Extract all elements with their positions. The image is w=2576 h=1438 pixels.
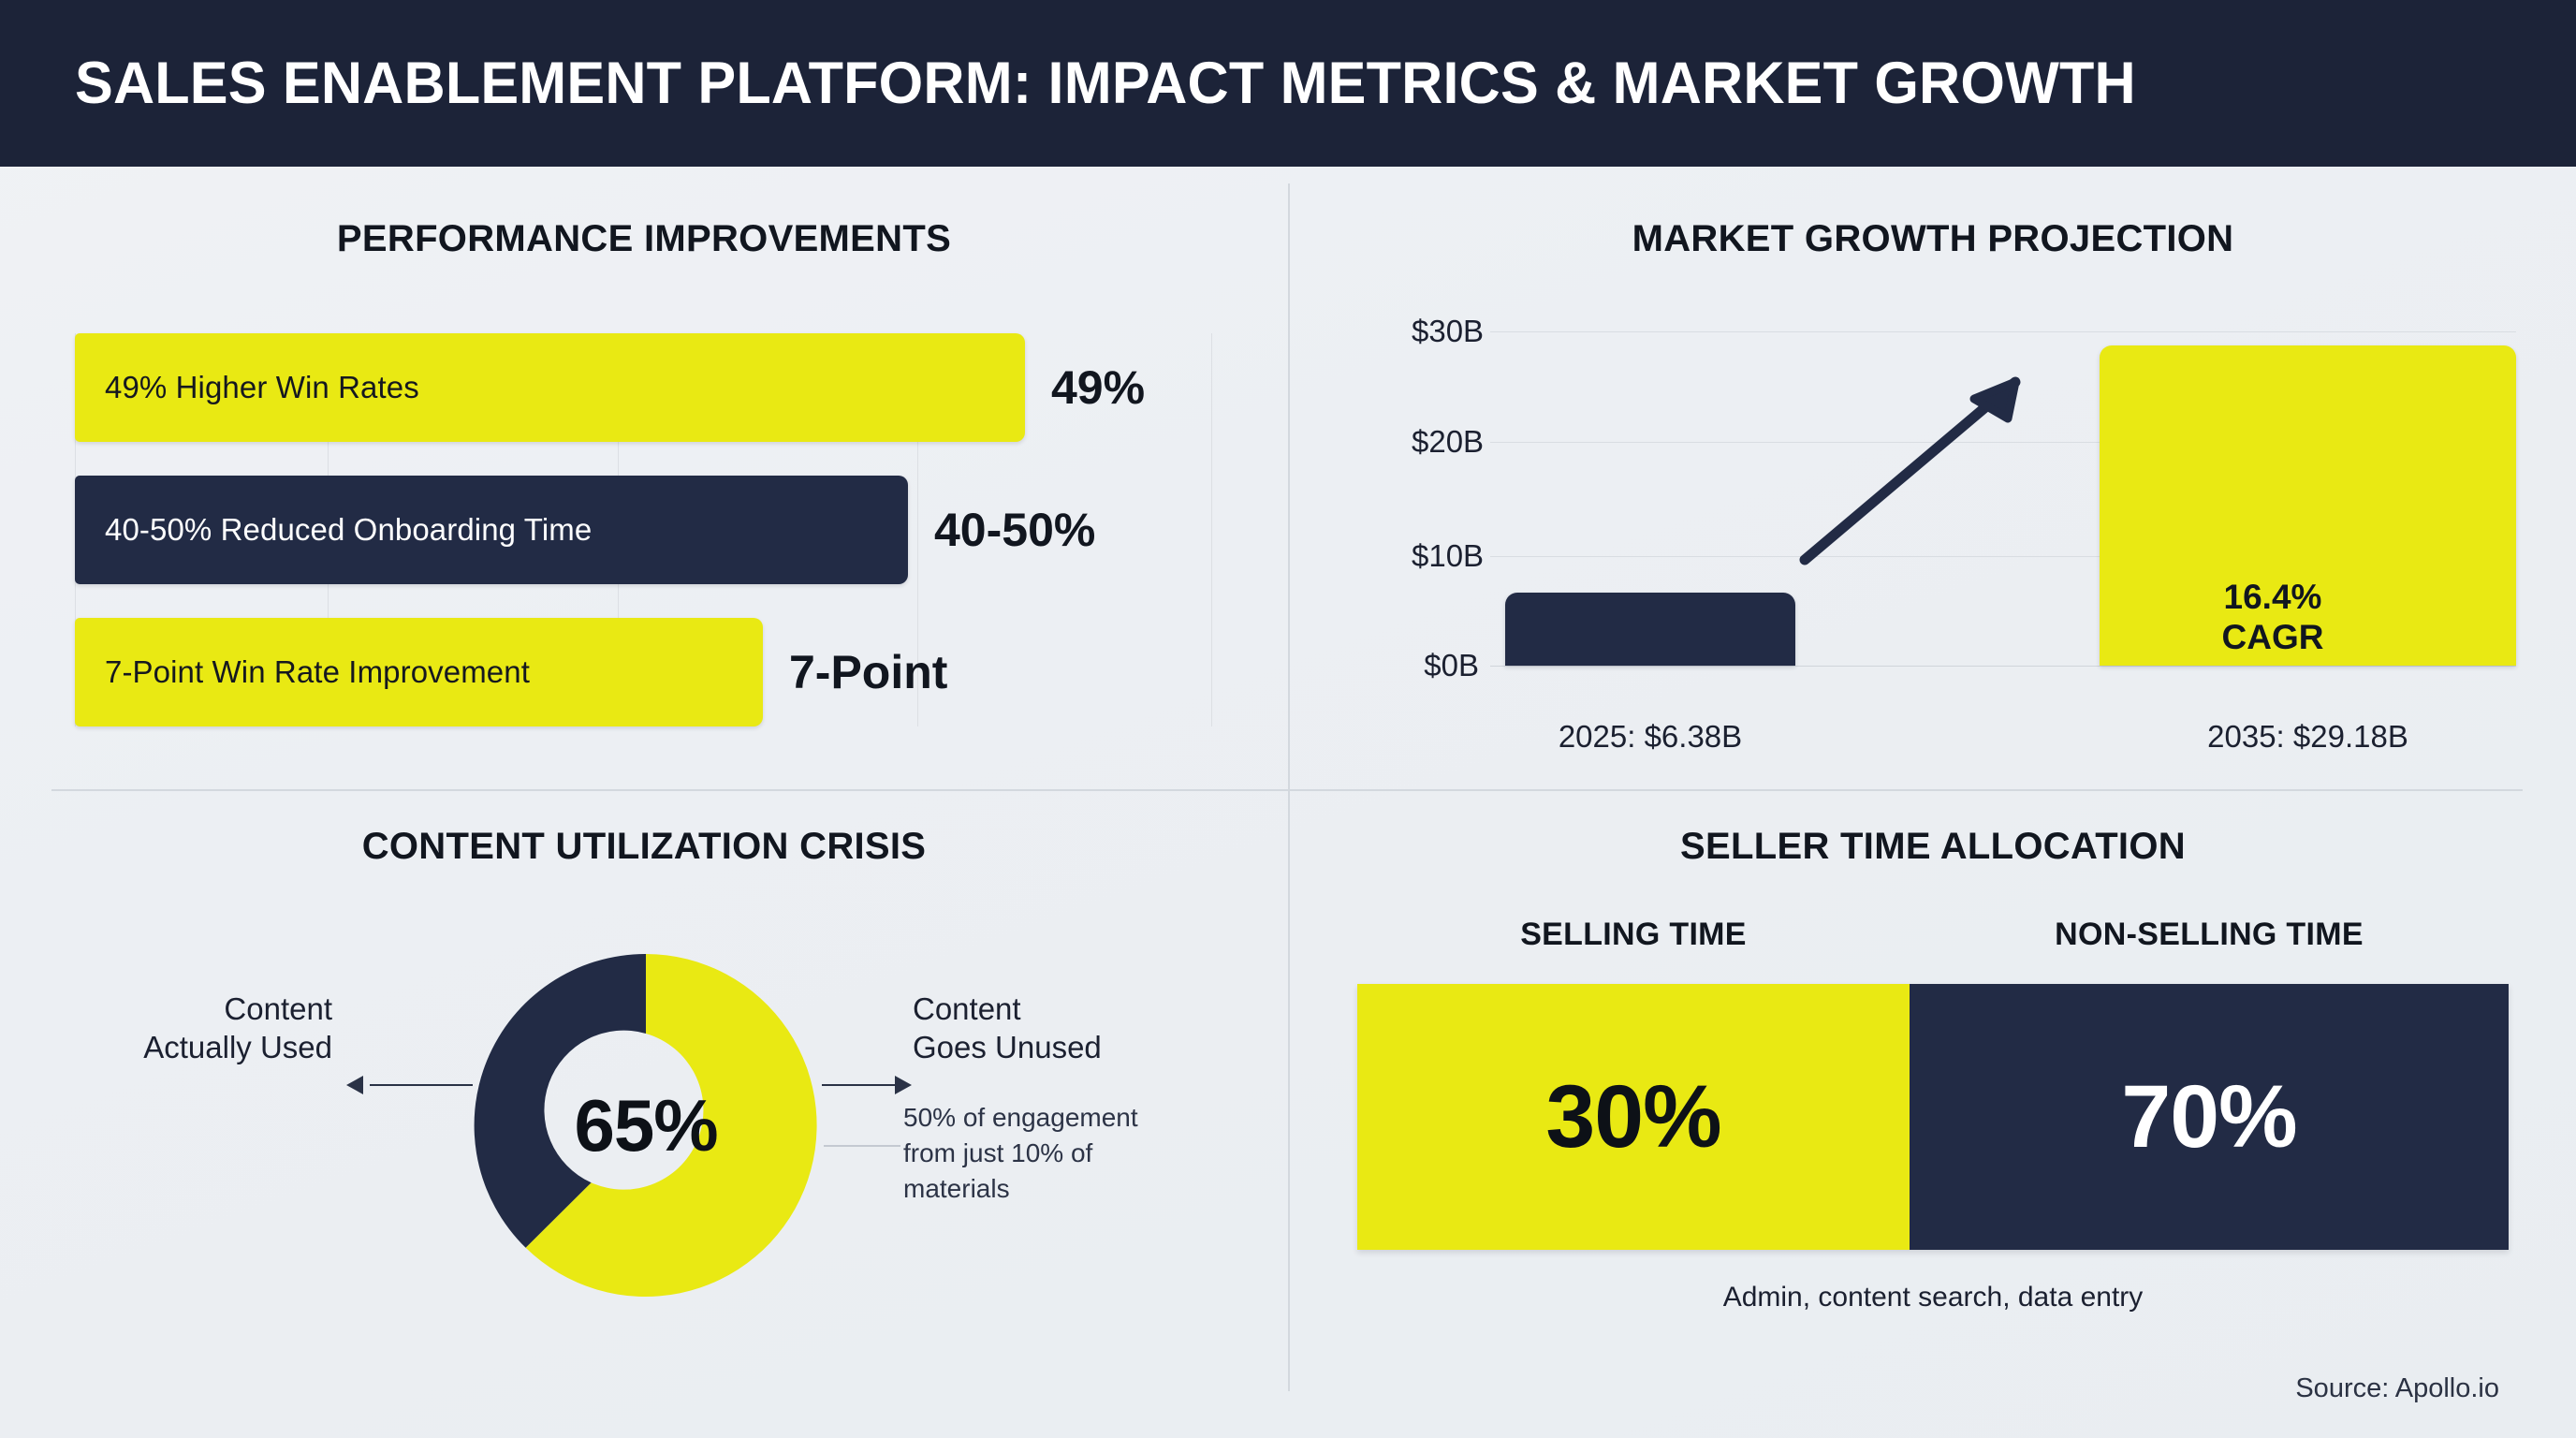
market-plot-area: $30B $20B $10B $0B 16.4% CAGR 2025: $6.3… [1412, 309, 2516, 754]
panel-performance-improvements: PERFORMANCE IMPROVEMENTS 49% Higher Win … [0, 183, 1288, 790]
donut-note-leader [824, 1145, 900, 1147]
donut-leader-right [822, 1084, 895, 1086]
donut-label-used: Content Actually Used [143, 991, 332, 1065]
source-attribution: Source: Apollo.io [2295, 1373, 2499, 1403]
donut-slice-used [474, 953, 646, 1248]
bar-row: 40-50% Reduced Onboarding Time 40-50% [75, 476, 1245, 584]
panel-title-performance: PERFORMANCE IMPROVEMENTS [336, 218, 952, 259]
performance-bar-list: 49% Higher Win Rates 49% 40-50% Reduced … [75, 333, 1245, 726]
panel-title-seller: SELLER TIME ALLOCATION [1680, 826, 2186, 867]
seller-head-selling: SELLING TIME [1520, 917, 1747, 952]
market-bar-2035 [2100, 345, 2516, 666]
panel-title-market: MARKET GROWTH PROJECTION [1632, 218, 2234, 259]
performance-bar-value-1: 40-50% [934, 504, 1096, 556]
seller-segment-selling: 30% [1357, 984, 1910, 1250]
seller-value-nonselling: 70% [2121, 1066, 2297, 1167]
seller-head-nonselling: NON-SELLING TIME [2055, 917, 2364, 952]
cagr-value: 16.4% [2223, 578, 2322, 616]
bar-row: 7-Point Win Rate Improvement 7-Point [75, 618, 1245, 726]
panel-content-utilization: CONTENT UTILIZATION CRISIS 65% Content A… [0, 791, 1288, 1395]
cagr-label: CAGR [2221, 618, 2324, 657]
performance-bar-1: 40-50% Reduced Onboarding Time [75, 476, 908, 584]
performance-bar-label-0: 49% Higher Win Rates [105, 370, 419, 404]
performance-bar-label-2: 7-Point Win Rate Improvement [105, 654, 530, 689]
market-xlabel-2035: 2035: $29.18B [2207, 719, 2408, 754]
market-ytick-0: $0B [1424, 648, 1479, 682]
panel-seller-time: SELLER TIME ALLOCATION SELLING TIME NON-… [1290, 791, 2576, 1395]
market-bar-2025 [1505, 593, 1795, 666]
donut-note: 50% of engagement from just 10% of mater… [903, 1103, 1138, 1204]
seller-caption: Admin, content search, data entry [1722, 1282, 2144, 1313]
arrow-left-icon [346, 1076, 363, 1094]
seller-value-selling: 30% [1545, 1066, 1721, 1167]
market-xlabel-2025: 2025: $6.38B [1558, 719, 1743, 754]
seller-headings: SELLING TIME NON-SELLING TIME [1357, 917, 2509, 965]
donut-svg [474, 953, 817, 1297]
donut-center-value: 65% [574, 1083, 718, 1167]
performance-bar-value-2: 7-Point [789, 646, 948, 698]
performance-bar-2: 7-Point Win Rate Improvement [75, 618, 763, 726]
donut-chart: 65% [454, 933, 838, 1317]
market-cagr-annotation: 16.4% CAGR [2188, 577, 2357, 658]
seller-stacked-bar: 30% 70% [1357, 984, 2509, 1250]
panel-title-content: CONTENT UTILIZATION CRISIS [361, 826, 927, 867]
page-header: SALES ENABLEMENT PLATFORM: IMPACT METRIC… [0, 0, 2576, 167]
donut-leader-left [370, 1084, 473, 1086]
market-ytick-20: $20B [1412, 424, 1485, 459]
seller-segment-nonselling: 70% [1910, 984, 2509, 1250]
market-ytick-30: $30B [1412, 314, 1485, 348]
donut-slice-unused [525, 954, 817, 1297]
horizontal-divider [51, 789, 2523, 791]
performance-bar-0: 49% Higher Win Rates [75, 333, 1025, 442]
vertical-divider [1288, 183, 1290, 1391]
bar-row: 49% Higher Win Rates 49% [75, 333, 1245, 442]
page-title: SALES ENABLEMENT PLATFORM: IMPACT METRIC… [75, 51, 2136, 116]
arrow-right-icon [895, 1076, 912, 1094]
performance-bar-value-0: 49% [1051, 361, 1146, 414]
donut-label-unused: Content Goes Unused [913, 991, 1102, 1065]
market-ytick-10: $10B [1412, 538, 1485, 573]
performance-bar-label-1: 40-50% Reduced Onboarding Time [105, 512, 593, 547]
panel-market-growth: MARKET GROWTH PROJECTION $30B $20B $10B … [1290, 183, 2576, 790]
